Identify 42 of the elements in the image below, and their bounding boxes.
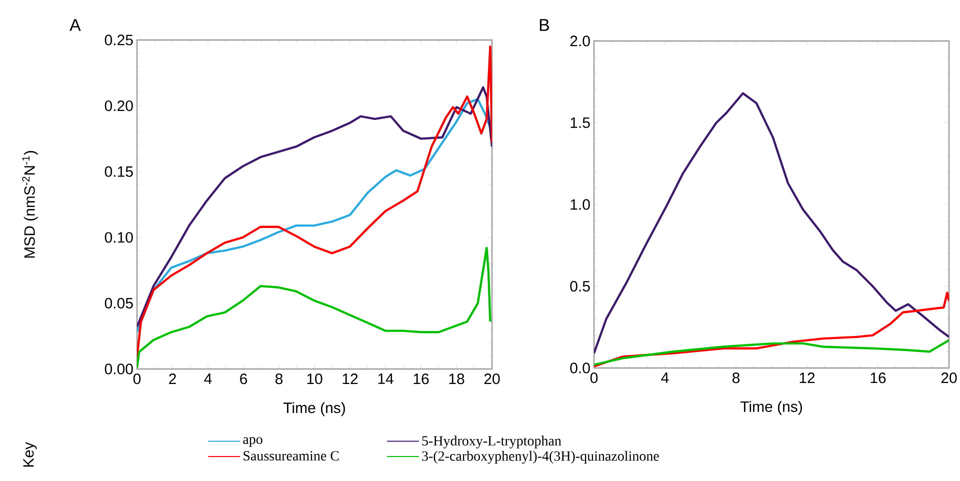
- text: Key: [23, 442, 37, 467]
- y-tick-label: 0.5: [570, 280, 590, 292]
- y-tick-label: 0.20: [104, 100, 133, 112]
- x-tick-label: 16: [870, 372, 886, 384]
- y-tick-label: 1.5: [570, 118, 590, 128]
- y-tick-label: 1.0: [570, 199, 590, 210]
- x-tick-label: 10: [307, 374, 322, 384]
- x-tick-label: 0: [590, 372, 598, 384]
- y-tick-label: 0.15: [104, 166, 133, 177]
- y-axis-title: MSD (nmS$^{-2}$N$^{-1}$): [22, 151, 38, 258]
- x-tick-label: 12: [800, 372, 815, 383]
- y-tick-label: 0.05: [104, 298, 133, 308]
- x-tick-label: 2: [169, 374, 176, 384]
- y-tick-label: 2.0: [570, 36, 590, 46]
- line-series: [137, 246, 492, 369]
- x-tick-label: 8: [275, 374, 283, 384]
- x-tick-label: 4: [204, 374, 212, 384]
- x-tick-label: 12: [342, 374, 358, 384]
- line-series: [594, 339, 949, 366]
- y-tick-label: 0.25: [104, 34, 133, 46]
- x-axis-title: Time (ns): [283, 402, 345, 416]
- x-tick-label: 18: [449, 374, 464, 384]
- x-tick-label: 20: [941, 372, 957, 384]
- line-series: [594, 92, 949, 354]
- chart-title: B: [540, 19, 549, 31]
- legend-label: Saussureamine C: [244, 451, 339, 461]
- line-series: [594, 292, 949, 368]
- legend-label: 5-Hydroxy-L-tryptophan: [422, 436, 562, 448]
- x-axis-title: Time (ns): [740, 400, 802, 415]
- x-tick-label: 0: [133, 374, 141, 384]
- x-tick-label: 8: [732, 372, 740, 384]
- legend-label: 3-(2-carboxyphenyl)-4(3H)-quinazolinone: [422, 450, 659, 464]
- x-tick-label: 6: [240, 374, 248, 384]
- y-tick-label: 0.0: [570, 362, 590, 374]
- x-tick-label: 16: [414, 374, 429, 384]
- y-tick-label: 0.00: [104, 364, 133, 374]
- x-tick-label: 4: [661, 372, 669, 383]
- y-tick-label: 0.10: [104, 232, 133, 243]
- legend-label: apo: [243, 437, 262, 447]
- chart-title: A: [70, 19, 81, 31]
- x-tick-label: 14: [378, 374, 394, 384]
- x-tick-label: 20: [484, 374, 500, 384]
